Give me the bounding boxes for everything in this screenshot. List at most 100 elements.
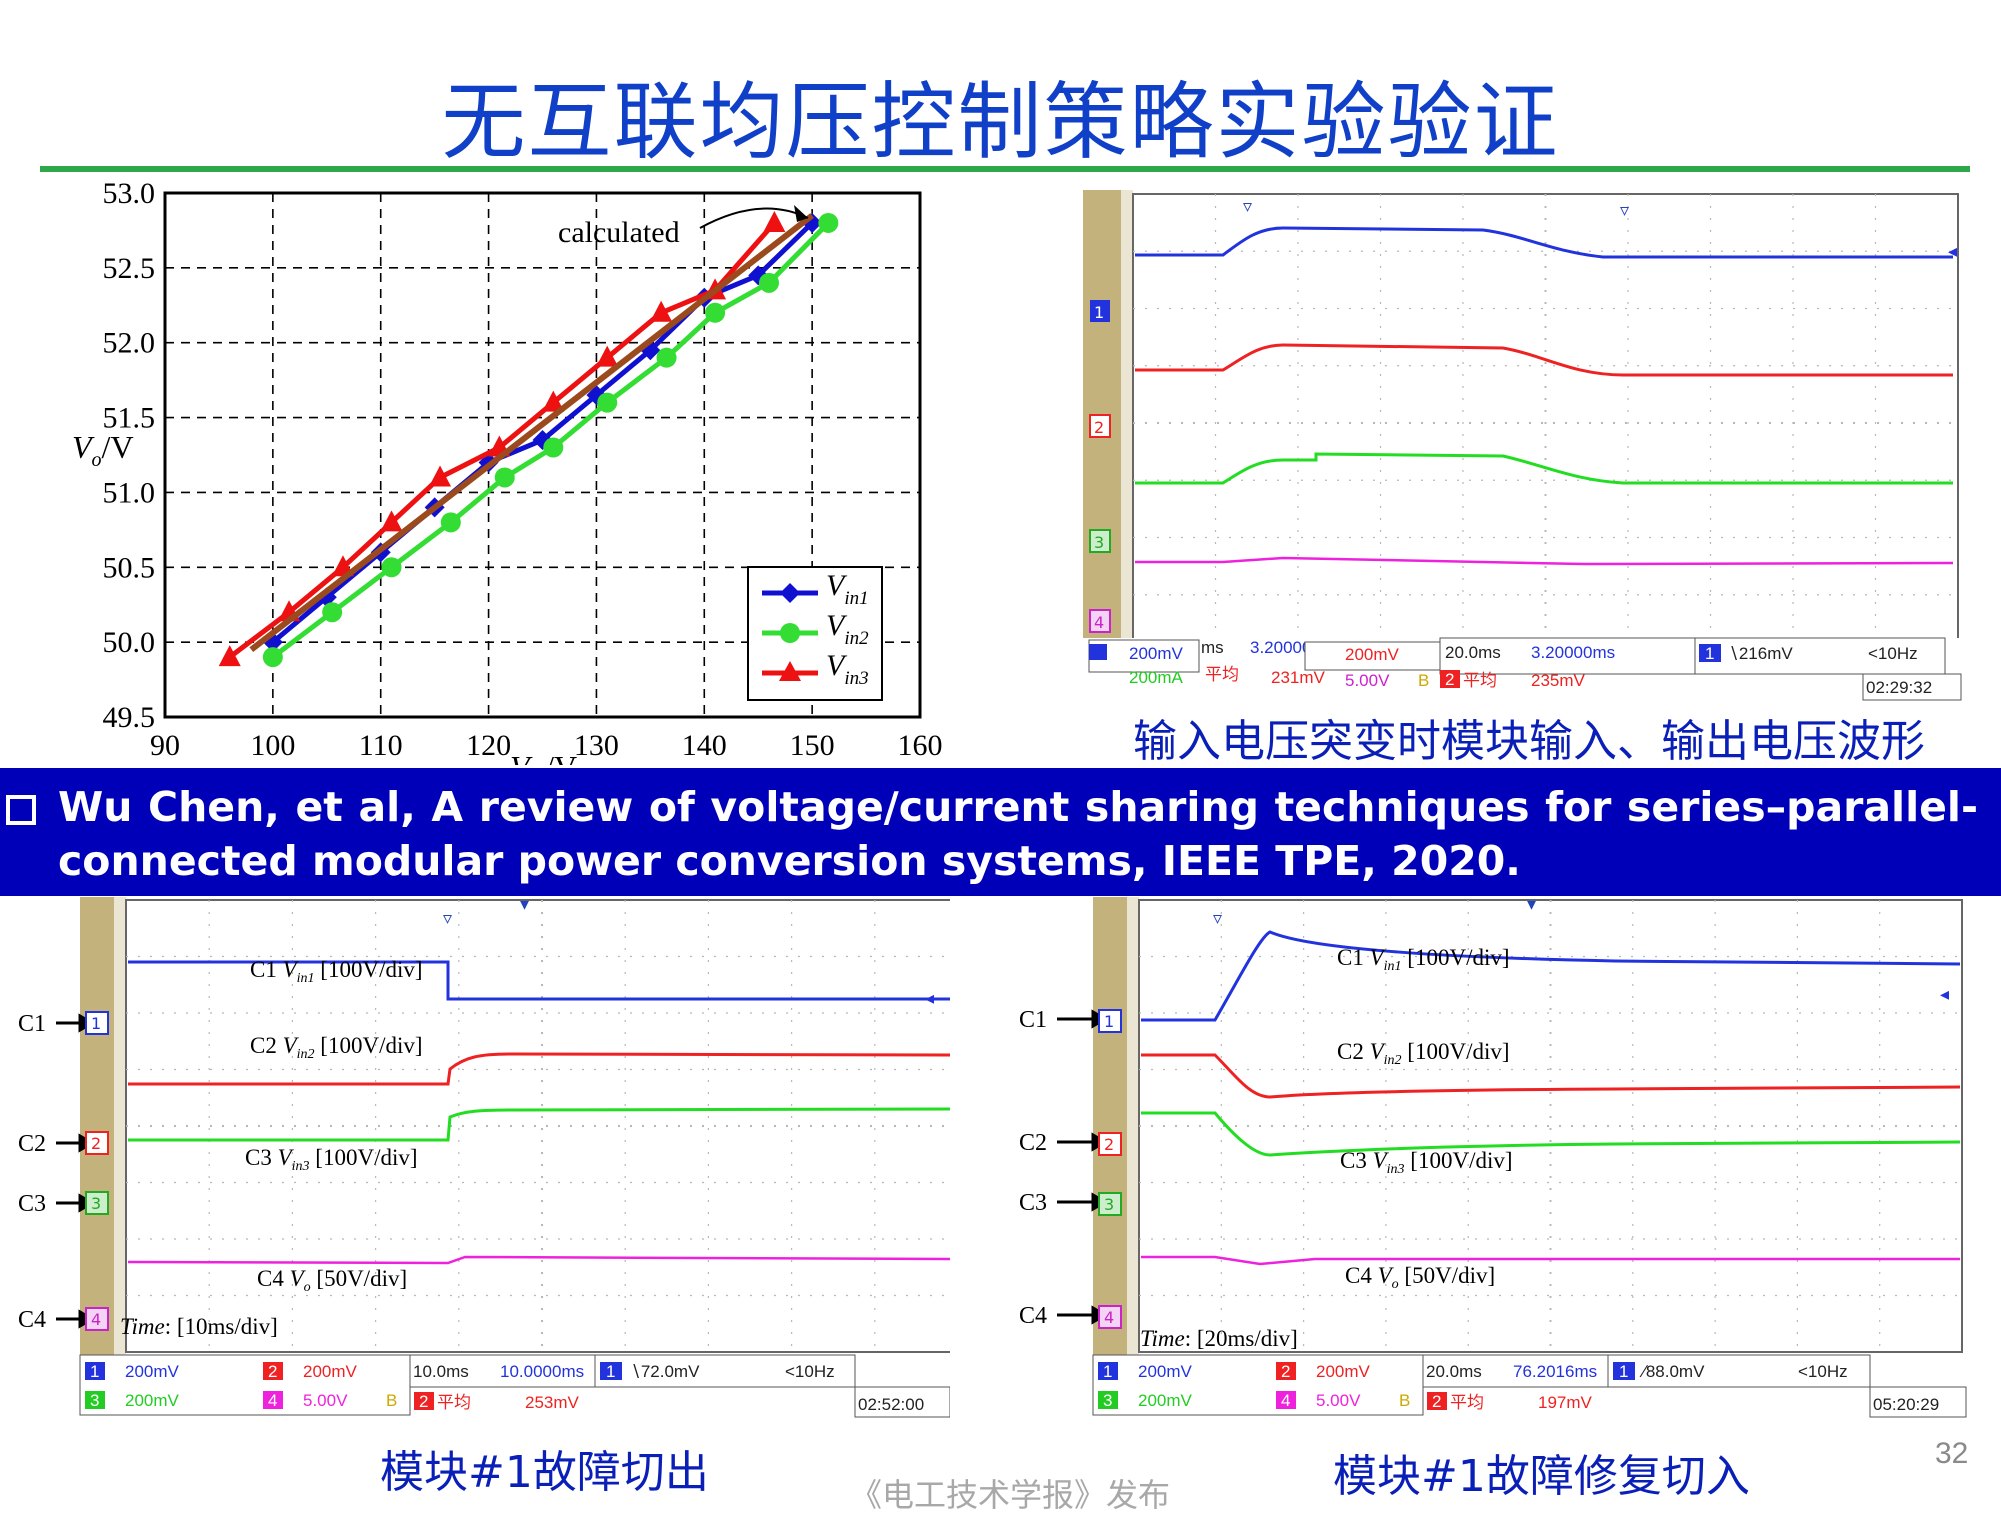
offset-marker-icon: ◂	[1940, 984, 1949, 1005]
svg-text:<10Hz: <10Hz	[1868, 644, 1918, 663]
svg-text:1: 1	[1705, 644, 1714, 663]
data-point	[494, 467, 515, 488]
y-tick-label: 50.0	[103, 626, 156, 659]
svg-text:200mV: 200mV	[125, 1362, 180, 1381]
cursor-marker-icon: ▿	[1620, 200, 1629, 221]
svg-text:B: B	[1399, 1391, 1410, 1410]
chart-series-group	[218, 210, 839, 668]
svg-text:10.0ms: 10.0ms	[413, 1362, 469, 1381]
data-point	[748, 265, 769, 286]
x-tick-label: 150	[790, 729, 835, 762]
svg-text:平均: 平均	[1205, 665, 1239, 684]
series-vin1	[262, 212, 823, 653]
series-vin3	[218, 210, 786, 667]
svg-text:197mV: 197mV	[1538, 1393, 1593, 1412]
svg-text:4: 4	[268, 1391, 277, 1410]
svg-text:20.0ms: 20.0ms	[1445, 643, 1501, 662]
voltage-sharing-chart: 90 100 110 120 130 140 150 160 49.5 50.0 50.5 51.0 5…	[72, 177, 943, 765]
calculated-annotation: calculated	[558, 216, 680, 249]
svg-text:2: 2	[1432, 1392, 1441, 1411]
oscilloscope-fault-cutout: ▿ ▾ ◂ C1 C2 C3 C4 1 2 3 4 C1 Vin1 [100V/…	[18, 897, 950, 1418]
oscilloscope-input-step: ▿ ▿ ◂ 1 2 3 4 200mV 200mA ms 3.20000m 平均…	[1083, 190, 1968, 710]
pointer-c1: C1	[1019, 1007, 1047, 1033]
svg-text:1: 1	[91, 1014, 101, 1033]
svg-text:4: 4	[1104, 1308, 1114, 1327]
x-tick-label: 160	[898, 729, 943, 762]
series-calculated	[249, 213, 814, 653]
svg-text:平均: 平均	[1450, 1393, 1484, 1412]
waveform-ch3	[1141, 1111, 1961, 1157]
svg-text:Vin2: Vin2	[826, 609, 869, 649]
scope-top-caption: 输入电压突变时模块输入、输出电压波形	[1133, 716, 1925, 767]
pointer-c4: C4	[1019, 1303, 1047, 1329]
series-line	[228, 221, 777, 660]
y-tick-label: 51.5	[103, 402, 156, 435]
svg-text:200mV: 200mV	[1345, 645, 1400, 664]
label-c4: C4 Vo [50V/div]	[1345, 1263, 1495, 1292]
svg-text:2: 2	[1445, 670, 1454, 689]
svg-text:2: 2	[419, 1392, 428, 1411]
scope-left-caption: 模块#1故障切出	[380, 1447, 709, 1498]
svg-text:<10Hz: <10Hz	[785, 1362, 835, 1381]
series-vin2	[262, 212, 839, 668]
svg-text:76.2016ms: 76.2016ms	[1513, 1362, 1597, 1381]
pointer-c4: C4	[18, 1307, 46, 1333]
data-point	[380, 510, 403, 532]
svg-text:1: 1	[90, 1362, 99, 1381]
waveform-ch2	[1135, 343, 1953, 377]
svg-text:3: 3	[91, 1194, 101, 1213]
svg-text:平均: 平均	[437, 1393, 471, 1412]
waveform-ch4	[127, 1255, 950, 1265]
waveform-ch2	[128, 1052, 950, 1086]
ch3-marker: 3	[85, 1191, 109, 1215]
x-tick-label: 130	[574, 729, 619, 762]
trigger-marker-icon: ▿	[443, 908, 452, 929]
pointer-c3: C3	[18, 1191, 46, 1217]
svg-text:3.20000ms: 3.20000ms	[1531, 643, 1615, 662]
svg-text:Vin3: Vin3	[826, 649, 869, 689]
scope-status-bar: 1 200mV 2 200mV 3 200mV 4 5.00V B 10.0ms…	[79, 1354, 950, 1418]
data-point	[656, 347, 677, 368]
data-point	[381, 557, 402, 578]
data-point	[759, 272, 779, 293]
legend-entry-vin2: Vin2	[762, 609, 869, 649]
reference-bullet-icon	[6, 795, 36, 825]
svg-text:200mV: 200mV	[1138, 1362, 1193, 1381]
ch2-marker: 2	[1098, 1132, 1122, 1156]
svg-text:1: 1	[606, 1362, 615, 1381]
ch2-marker: 2	[85, 1131, 109, 1155]
svg-text:B: B	[1418, 671, 1429, 690]
scope-right-caption: 模块#1故障修复切入	[1333, 1451, 1750, 1502]
svg-text:02:52:00: 02:52:00	[858, 1395, 924, 1414]
svg-text:3: 3	[1104, 1195, 1114, 1214]
pointer-c3: C3	[1019, 1190, 1047, 1216]
svg-text:200mV: 200mV	[303, 1362, 358, 1381]
data-point	[218, 645, 241, 667]
svg-text:10.0000ms: 10.0000ms	[500, 1362, 584, 1381]
svg-text:5.00V: 5.00V	[303, 1391, 348, 1410]
svg-text:02:29:32: 02:29:32	[1866, 678, 1932, 697]
svg-text:∕88.0mV: ∕88.0mV	[1639, 1362, 1705, 1381]
y-tick-label: 52.0	[103, 327, 156, 360]
label-c3: C3 Vin3 [100V/div]	[245, 1145, 418, 1174]
svg-text:253mV: 253mV	[525, 1393, 580, 1412]
scope-graticule	[1133, 194, 1958, 652]
waveform-ch4	[1135, 556, 1954, 566]
data-point	[597, 392, 618, 413]
svg-text:200mV: 200mV	[1138, 1391, 1193, 1410]
svg-text:200mV: 200mV	[1129, 644, 1184, 663]
trigger-marker-icon: ▿	[1213, 908, 1222, 929]
x-tick-label: 100	[250, 729, 295, 762]
ch1-marker: 1	[1090, 300, 1110, 322]
svg-text:3: 3	[1103, 1391, 1112, 1410]
svg-text:∖72.0mV: ∖72.0mV	[630, 1362, 700, 1381]
y-tick-label: 52.5	[103, 252, 156, 285]
slide-title: 无互联均压控制策略实验验证	[441, 73, 1560, 171]
svg-text:2: 2	[268, 1362, 277, 1381]
y-tick-label: 53.0	[103, 177, 156, 210]
x-tick-label: 140	[682, 729, 727, 762]
svg-text:平均: 平均	[1463, 671, 1497, 690]
series-line	[249, 213, 814, 653]
ch1-marker: 1	[85, 1011, 109, 1035]
cursor-marker-icon: ▾	[1527, 897, 1536, 915]
